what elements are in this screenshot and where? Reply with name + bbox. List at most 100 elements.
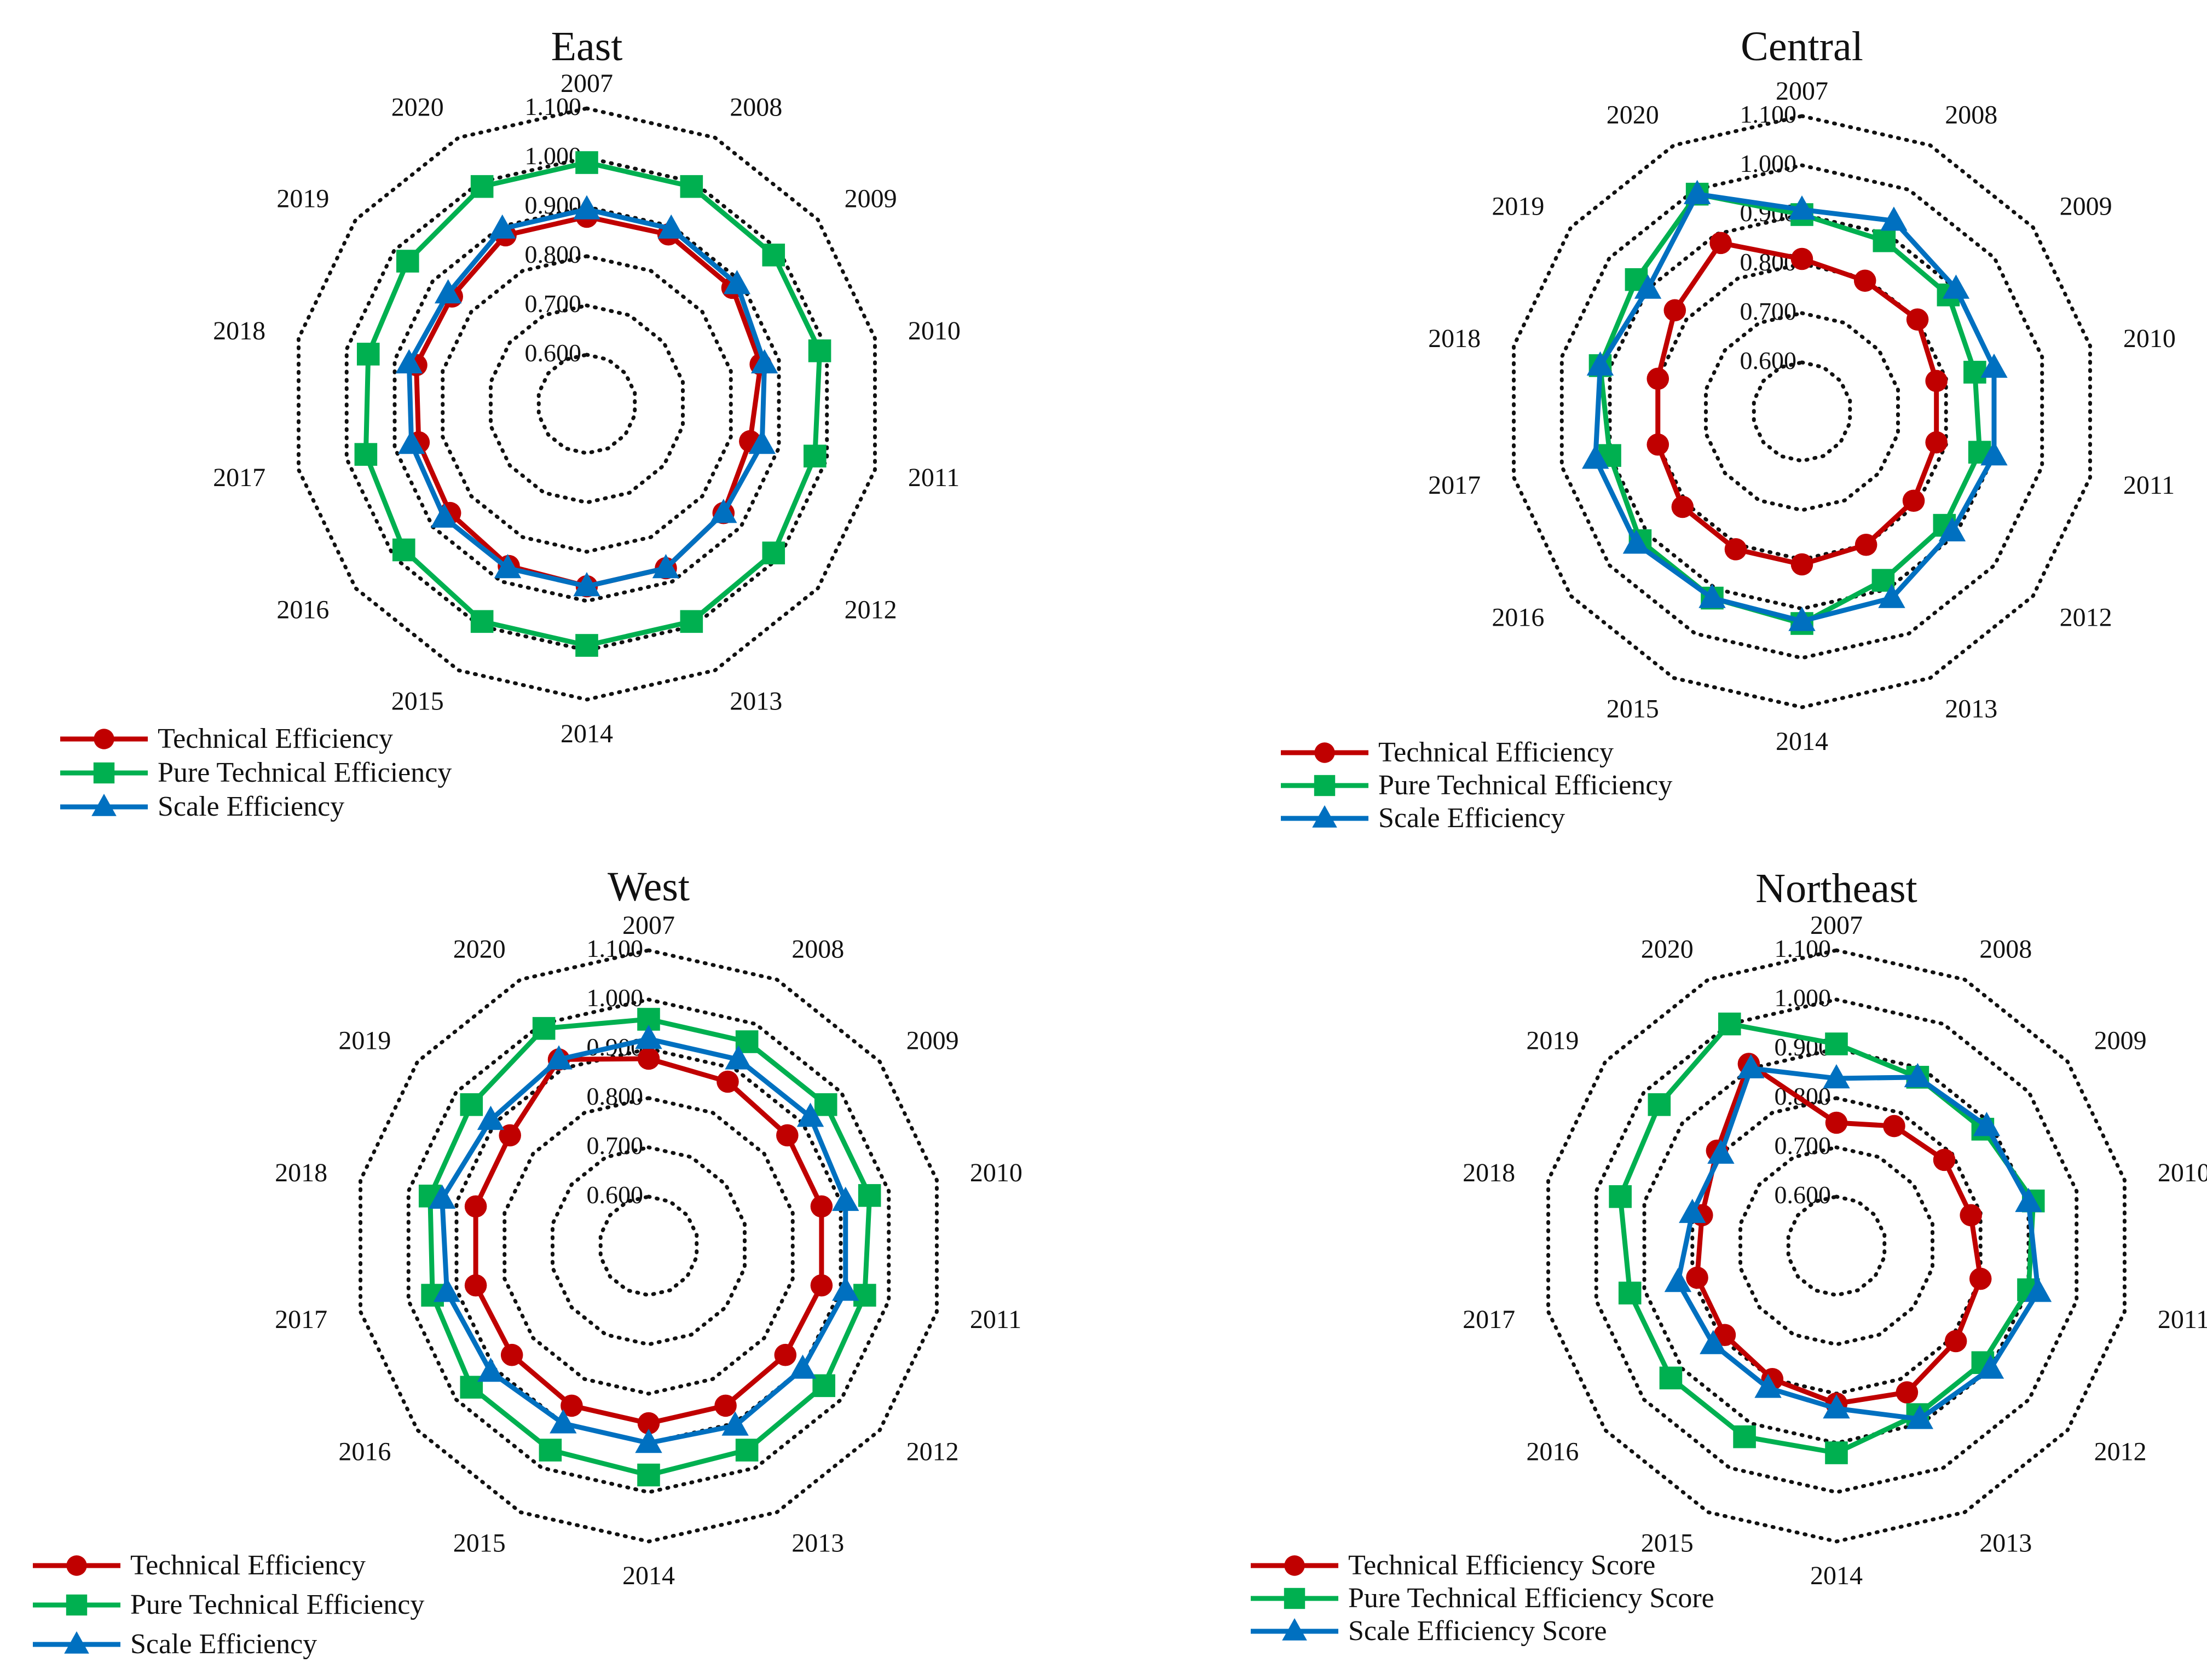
data-point: [1679, 1198, 1706, 1223]
data-point: [1618, 1281, 1642, 1304]
data-point: [1648, 1093, 1671, 1116]
data-point: [494, 554, 522, 579]
gridline-ring: [1786, 1194, 1887, 1297]
radial-tick-label: 0.600: [587, 1181, 644, 1209]
legend-item: Scale Efficiency: [1281, 803, 1565, 834]
data-point: [812, 1374, 835, 1398]
data-point: [1622, 529, 1650, 554]
legend-item: Scale Efficiency Score: [1251, 1615, 1607, 1647]
category-label: 2007: [622, 911, 675, 940]
gridline-ring: [1559, 163, 2044, 660]
data-point: [810, 1274, 833, 1297]
category-label: 2011: [908, 463, 960, 492]
gridline-ring: [502, 1096, 795, 1396]
data-point: [430, 503, 458, 528]
data-point: [789, 1354, 817, 1379]
data-point: [725, 1045, 752, 1070]
gridline-ring: [1690, 1096, 1983, 1396]
data-point: [748, 430, 776, 454]
data-point: [635, 1429, 662, 1453]
data-point: [680, 610, 703, 633]
legend-label: Scale Efficiency: [1378, 803, 1565, 834]
data-point: [464, 1195, 487, 1218]
data-point: [735, 1439, 759, 1462]
category-label: 2013: [730, 686, 782, 715]
data-point: [1790, 553, 1813, 576]
gridline-ring: [551, 1145, 747, 1347]
gridline-ring: [441, 254, 733, 554]
series-square: [354, 151, 831, 657]
legend-label: Technical Efficiency: [158, 723, 393, 754]
data-point: [356, 343, 380, 366]
data-point: [545, 1045, 573, 1070]
legend-marker: [1312, 805, 1337, 828]
data-point: [637, 1463, 660, 1487]
legend-marker: [93, 762, 115, 784]
data-point: [1963, 361, 1986, 384]
data-point: [858, 1184, 881, 1207]
data-point: [1977, 1354, 2004, 1379]
chart-title: Central: [1741, 24, 1863, 70]
data-point: [1823, 1064, 1850, 1089]
category-label: 2011: [970, 1305, 1021, 1334]
legend-marker: [1314, 742, 1335, 763]
data-point: [710, 499, 737, 523]
data-point: [1671, 495, 1694, 518]
category-label: 2015: [453, 1528, 506, 1557]
category-label: 2013: [791, 1528, 844, 1557]
data-point: [1683, 180, 1711, 204]
category-label: 2012: [2060, 603, 2112, 632]
category-label: 2015: [1607, 694, 1659, 723]
category-label: 2018: [213, 316, 265, 345]
data-point: [561, 1394, 583, 1417]
data-point: [1646, 433, 1669, 456]
category-label: 2019: [1526, 1026, 1579, 1055]
data-point: [1733, 1425, 1756, 1448]
legend-label: Pure Technical Efficiency: [130, 1589, 424, 1620]
data-point: [1646, 367, 1669, 390]
category-label: 2019: [338, 1026, 391, 1055]
category-label: 2017: [1463, 1305, 1515, 1334]
category-label: 2010: [908, 316, 961, 345]
data-point: [573, 572, 600, 597]
legend-label: Technical Efficiency: [1378, 737, 1614, 768]
category-label: 2015: [391, 686, 444, 715]
data-point: [1904, 1063, 1932, 1088]
data-point: [796, 1102, 824, 1127]
data-point: [1938, 517, 1966, 542]
radial-tick-label: 1.100: [1740, 100, 1797, 128]
data-point: [550, 1409, 577, 1434]
category-label: 2008: [791, 935, 844, 964]
data-point: [464, 1274, 487, 1297]
gridline-ring: [1546, 948, 2127, 1544]
legend-label: Pure Technical Efficiency Score: [1348, 1583, 1714, 1614]
gridline-ring: [297, 106, 877, 702]
category-label: 2014: [622, 1561, 675, 1590]
gridline-ring: [1752, 360, 1852, 463]
data-point: [637, 1047, 660, 1070]
radial-tick-label: 0.700: [1775, 1131, 1832, 1159]
legend-label: Technical Efficiency Score: [1348, 1550, 1655, 1581]
legend-item: Technical Efficiency Score: [1251, 1550, 1655, 1581]
radar-panel-west: West0.6000.7000.8000.9001.0001.100200720…: [33, 864, 1022, 1660]
category-label: 2018: [275, 1158, 327, 1187]
radial-tick-label: 1.100: [1775, 934, 1832, 962]
category-label: 2016: [276, 595, 329, 624]
legend-item: Technical Efficiency: [33, 1550, 366, 1581]
chart-title: East: [551, 24, 623, 70]
gridline-ring: [598, 1194, 699, 1297]
legend-marker: [1284, 1587, 1305, 1609]
radial-tick-label: 0.600: [1740, 347, 1797, 374]
category-label: 2010: [2123, 324, 2176, 353]
data-point: [1853, 269, 1876, 292]
legend-item: Scale Efficiency: [60, 791, 344, 822]
data-point: [1634, 274, 1662, 299]
legend-item: Scale Efficiency: [33, 1629, 317, 1660]
data-point: [470, 175, 494, 198]
data-point: [575, 151, 598, 174]
data-point: [1825, 1441, 1848, 1464]
category-label: 2008: [1979, 935, 2032, 964]
category-label: 2007: [1776, 77, 1828, 106]
legend-marker: [64, 1631, 89, 1654]
data-point: [1823, 1394, 1850, 1419]
